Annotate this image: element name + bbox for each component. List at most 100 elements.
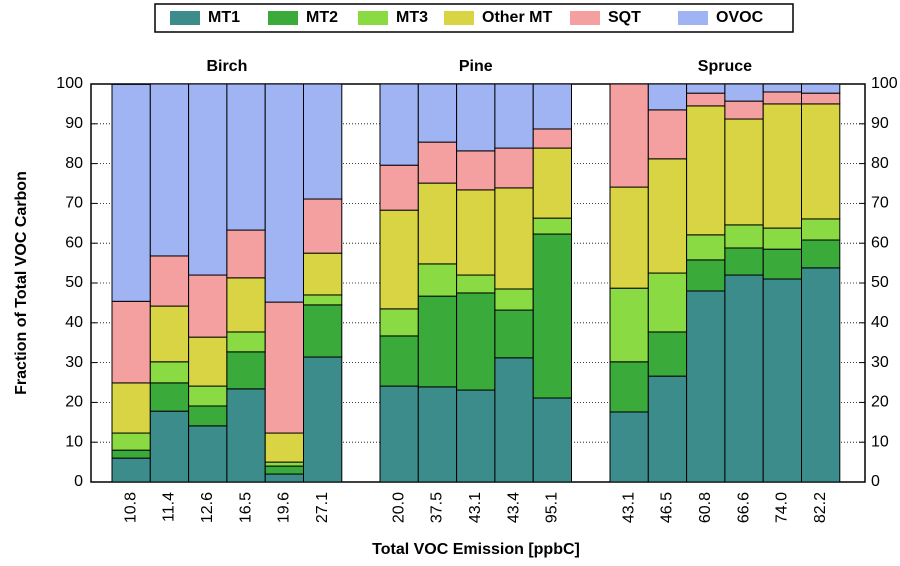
bar-segment	[149, 83, 190, 257]
bar-segment	[686, 290, 726, 483]
legend-swatch	[570, 11, 600, 25]
y2-tick-label: 50	[871, 274, 889, 291]
y2-tick-label: 20	[871, 394, 889, 411]
bar-segment	[188, 425, 228, 483]
bar-segment	[264, 465, 305, 475]
bar-segment	[647, 158, 688, 274]
bar-segment	[494, 147, 534, 189]
bar-segment	[801, 103, 841, 220]
bar-segment	[188, 336, 228, 387]
bar-segment	[188, 405, 228, 427]
legend-label: Other MT	[482, 9, 552, 26]
x-tick-label: 95.1	[544, 492, 561, 523]
bar-segment	[456, 189, 496, 276]
bar-segment	[686, 105, 726, 236]
bar-segment	[264, 473, 305, 483]
panel-title: Spruce	[698, 58, 752, 75]
bar-segment	[609, 186, 649, 289]
bar-segment	[379, 385, 419, 483]
bar-segment	[532, 397, 573, 483]
bar-segment	[532, 217, 573, 235]
x-tick-label: 46.5	[659, 492, 676, 523]
bar-segment	[762, 227, 803, 250]
legend-label: MT3	[396, 9, 428, 26]
y-tick-label: 30	[65, 354, 83, 371]
bar-segment	[264, 83, 305, 303]
x-tick-label: 16.5	[237, 492, 254, 523]
bar-segment	[762, 278, 803, 483]
y-tick-label: 0	[74, 473, 83, 490]
x-tick-label: 37.5	[429, 492, 446, 523]
bar-segment	[494, 357, 534, 483]
x-tick-label: 43.1	[620, 492, 637, 523]
legend-label: MT2	[306, 9, 338, 26]
bar-segment	[303, 356, 343, 483]
bar-segment	[149, 305, 190, 363]
bar-segment	[609, 361, 649, 413]
bar-segment	[801, 83, 841, 94]
bar-segment	[264, 432, 305, 463]
bar-segment	[111, 382, 151, 434]
bar-segment	[724, 100, 764, 120]
bar-segment	[494, 309, 534, 359]
bar-segment	[226, 331, 266, 353]
bar-segment	[417, 386, 458, 483]
legend-swatch	[358, 11, 388, 25]
bar-segment	[686, 259, 726, 292]
bar-segment	[494, 288, 534, 311]
bar-segment	[303, 83, 343, 200]
y2-tick-label: 90	[871, 115, 889, 132]
bar-segment	[686, 83, 726, 94]
bar-segment	[647, 375, 688, 483]
bar-segment	[456, 292, 496, 391]
bar-segment	[149, 410, 190, 483]
x-axis-title: Total VOC Emission [ppbC]	[372, 541, 580, 558]
bar-segment	[379, 209, 419, 310]
bar-segment	[417, 295, 458, 388]
bar-segment	[724, 274, 764, 483]
bar-segment	[303, 304, 343, 358]
y-tick-label: 20	[65, 394, 83, 411]
x-tick-label: 11.4	[161, 492, 178, 522]
bar-segment	[532, 83, 573, 130]
bar-segment	[379, 164, 419, 211]
x-tick-label: 12.6	[199, 492, 216, 523]
bar-segment	[762, 248, 803, 280]
y-tick-label: 100	[56, 75, 83, 92]
y-axis-title: Fraction of Total VOC Carbon	[13, 171, 30, 395]
bar-segment	[226, 388, 266, 483]
x-tick-label: 10.8	[122, 492, 139, 523]
bar-segment	[801, 267, 841, 483]
bar-segment	[111, 83, 151, 302]
bar-segment	[609, 287, 649, 363]
bar-segment	[494, 187, 534, 290]
y-tick-label: 90	[65, 115, 83, 132]
legend-label: SQT	[608, 9, 641, 26]
bar-segment	[111, 432, 151, 451]
bar-segment	[417, 83, 458, 143]
bar-segment	[303, 294, 343, 306]
bar-segment	[226, 351, 266, 390]
x-tick-label: 60.8	[697, 492, 714, 523]
legend-swatch	[444, 11, 474, 25]
bar-segment	[379, 308, 419, 337]
bar-segment	[264, 301, 305, 434]
y2-tick-label: 80	[871, 155, 889, 172]
x-tick-label: 19.6	[276, 492, 293, 523]
legend-swatch	[268, 11, 298, 25]
legend-swatch	[170, 11, 200, 25]
bar-segment	[456, 274, 496, 294]
y2-tick-label: 30	[871, 354, 889, 371]
bar-segment	[686, 234, 726, 261]
bar-segment	[188, 385, 228, 407]
y2-tick-label: 60	[871, 234, 889, 251]
bar-segment	[762, 103, 803, 229]
bar-segment	[149, 255, 190, 307]
panel-title: Birch	[206, 58, 247, 75]
bar-segment	[379, 83, 419, 166]
y-tick-label: 10	[65, 433, 83, 450]
x-tick-label: 82.2	[812, 492, 829, 523]
x-tick-label: 27.1	[314, 492, 331, 523]
y2-tick-label: 0	[871, 473, 880, 490]
